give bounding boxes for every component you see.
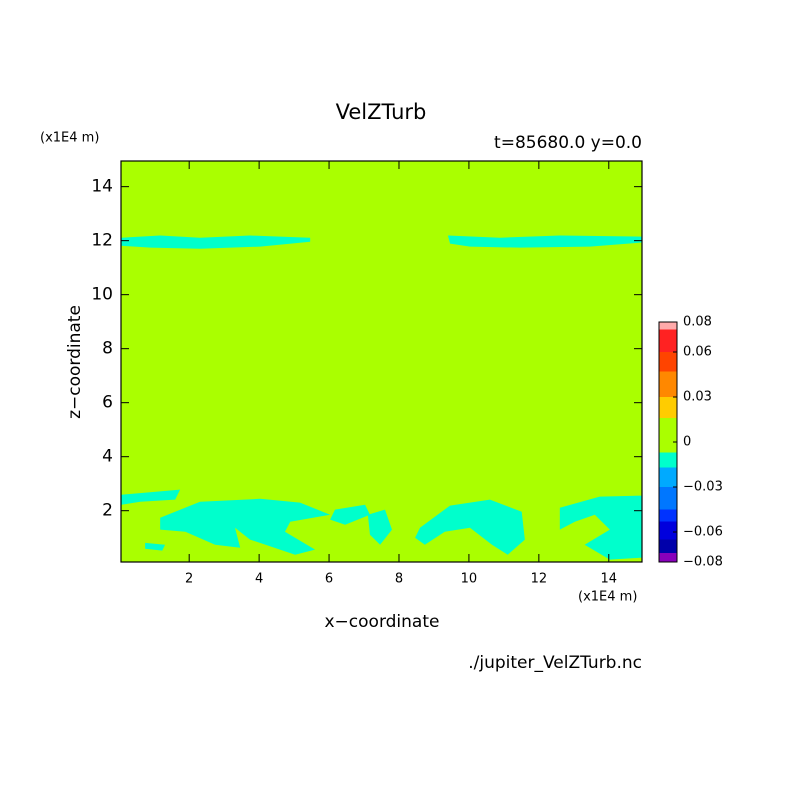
x-tick-label: 10 [461,572,478,587]
contour-region [447,235,642,248]
x-tick-label: 8 [395,572,403,587]
field-background [121,161,642,562]
contour-region [330,504,370,525]
y-unit: (x1E4 m) [40,131,99,146]
colorbar-band [659,553,677,562]
colorbar-band [659,371,677,397]
x-tick-label: 4 [255,572,263,587]
plot-frame [120,160,643,563]
y-tick-label: 2 [102,501,113,521]
chart-title: VelZTurb [336,100,427,124]
colorbar-band [659,322,677,330]
contour-region [121,489,181,505]
source-file: ./jupiter_VelZTurb.nc [468,653,642,673]
y-tick-label: 12 [91,231,113,251]
contour-region [145,542,166,551]
colorbar-band [659,397,677,418]
contour-region [415,499,525,555]
y-axis-label: z−coordinate [65,305,85,419]
contour-region [160,498,331,555]
colorbar-band [659,329,677,352]
colorbar-tick-label: −0.06 [683,525,723,540]
x-tick-label: 2 [185,572,193,587]
colorbar-tick-label: 0.06 [683,345,712,360]
chart-subtitle: t=85680.0 y=0.0 [494,133,642,153]
x-unit: (x1E4 m) [578,590,637,605]
colorbar-tick-label: −0.03 [683,480,723,495]
contour-region [367,509,392,545]
colorbar-tick-label: 0.08 [683,315,712,330]
x-tick-label: 14 [601,572,618,587]
colorbar-band [659,521,677,540]
colorbar-tick-label: −0.08 [683,555,723,570]
y-tick-label: 6 [102,393,113,413]
x-axis-label: x−coordinate [325,612,440,632]
colorbar-band [659,352,677,372]
y-tick-label: 8 [102,339,113,359]
y-tick-label: 14 [91,177,113,197]
colorbar-band [659,467,677,487]
y-tick-label: 10 [91,285,113,305]
colorbar-band [659,418,677,453]
x-tick-label: 12 [531,572,548,587]
colorbar-tick-label: 0.03 [683,390,712,405]
colorbar-band [659,539,677,553]
colorbar-band [659,487,677,510]
contour-region [559,495,642,560]
colorbar-band [659,452,677,468]
colorbar-band [659,509,677,522]
x-tick-label: 6 [325,572,333,587]
contour-region [121,235,311,249]
y-tick-label: 4 [102,447,113,467]
colorbar-tick-label: 0 [683,435,691,450]
